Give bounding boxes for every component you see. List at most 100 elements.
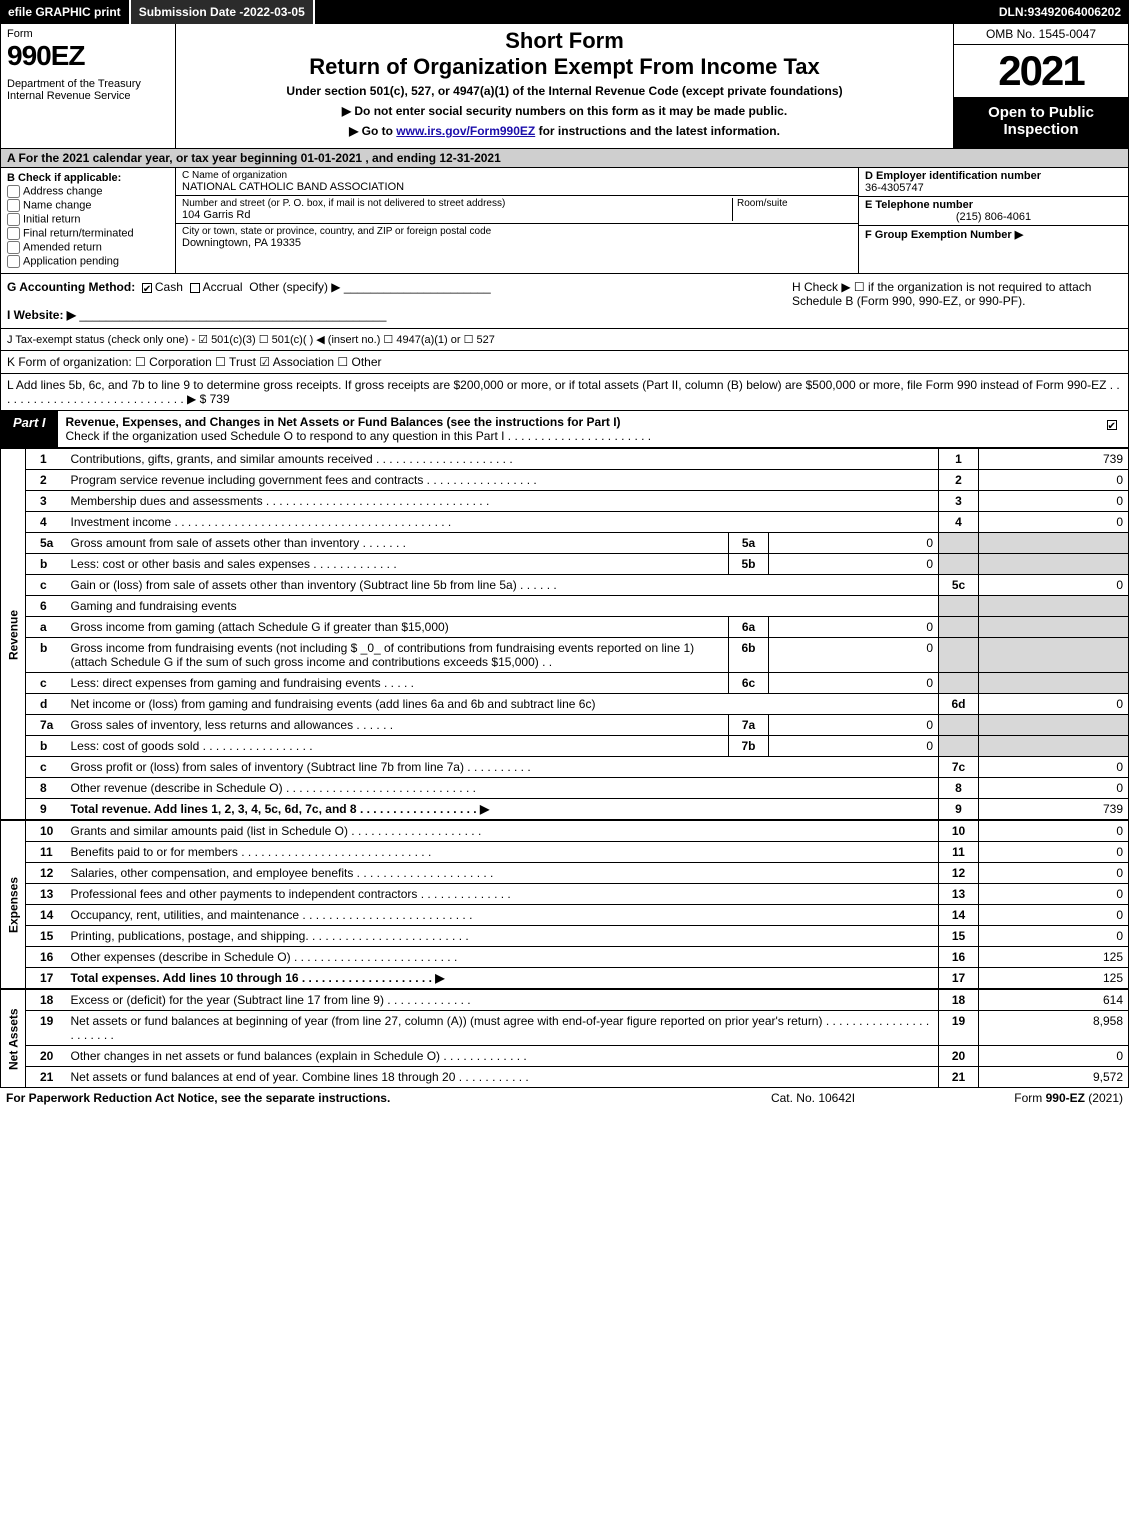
chk-cash[interactable]	[142, 283, 152, 293]
result-number: 20	[939, 1046, 979, 1067]
result-val-shade	[979, 617, 1129, 638]
line-row: 19Net assets or fund balances at beginni…	[1, 1011, 1129, 1046]
line-number: b	[26, 638, 66, 673]
result-num-shade	[939, 617, 979, 638]
ein-value: 36-4305747	[865, 182, 1122, 194]
h-schedule-b: H Check ▶ ☐ if the organization is not r…	[792, 280, 1122, 322]
dln-label: DLN:	[999, 5, 1028, 19]
line-desc: Gross income from gaming (attach Schedul…	[66, 617, 729, 638]
org-info-block: B Check if applicable: Address change Na…	[0, 168, 1129, 274]
line-desc: Less: cost of goods sold . . . . . . . .…	[66, 736, 729, 757]
line-desc: Less: direct expenses from gaming and fu…	[66, 673, 729, 694]
line-desc: Other expenses (describe in Schedule O) …	[66, 947, 939, 968]
ssn-warning: ▶ Do not enter social security numbers o…	[182, 104, 947, 118]
line-desc: Program service revenue including govern…	[66, 470, 939, 491]
result-value: 0	[979, 1046, 1129, 1067]
result-num-shade	[939, 554, 979, 575]
goto-link[interactable]: www.irs.gov/Form990EZ	[396, 124, 535, 138]
result-number: 21	[939, 1067, 979, 1088]
result-number: 14	[939, 905, 979, 926]
chk-initial-return[interactable]: Initial return	[7, 213, 169, 226]
line-number: 11	[26, 842, 66, 863]
line-desc: Contributions, gifts, grants, and simila…	[66, 449, 939, 470]
short-form-title: Short Form	[182, 28, 947, 54]
result-val-shade	[979, 596, 1129, 617]
result-value: 0	[979, 575, 1129, 596]
line-number: 20	[26, 1046, 66, 1067]
submission-date: Submission Date - 2022-03-05	[131, 0, 315, 24]
result-value: 0	[979, 778, 1129, 799]
result-number: 9	[939, 799, 979, 820]
chk-application-pending[interactable]: Application pending	[7, 255, 169, 268]
chk-address-change[interactable]: Address change	[7, 185, 169, 198]
b-header: B Check if applicable:	[7, 172, 169, 184]
line-number: c	[26, 575, 66, 596]
line-number: a	[26, 617, 66, 638]
line-number: 2	[26, 470, 66, 491]
j-tax-exempt: J Tax-exempt status (check only one) - ☑…	[0, 329, 1129, 351]
result-number: 18	[939, 990, 979, 1011]
line-number: 18	[26, 990, 66, 1011]
efile-print[interactable]: efile GRAPHIC print	[0, 0, 131, 24]
line-desc: Gaming and fundraising events	[66, 596, 939, 617]
netassets-table: Net Assets18Excess or (deficit) for the …	[0, 989, 1129, 1088]
chk-name-change[interactable]: Name change	[7, 199, 169, 212]
street-label: Number and street (or P. O. box, if mail…	[182, 198, 732, 209]
result-number: 16	[939, 947, 979, 968]
col-b-checkboxes: B Check if applicable: Address change Na…	[1, 168, 176, 273]
result-value: 125	[979, 947, 1129, 968]
result-num-shade	[939, 715, 979, 736]
i-website-label: I Website: ▶	[7, 308, 76, 322]
line-desc: Other revenue (describe in Schedule O) .…	[66, 778, 939, 799]
accrual-label: Accrual	[203, 280, 243, 294]
sub-line-number: 5a	[729, 533, 769, 554]
part1-checkbox[interactable]	[1098, 411, 1128, 447]
line-number: 5a	[26, 533, 66, 554]
cash-label: Cash	[155, 280, 183, 294]
ein-cell: D Employer identification number 36-4305…	[859, 168, 1128, 197]
under-section: Under section 501(c), 527, or 4947(a)(1)…	[182, 84, 947, 98]
line-number: c	[26, 673, 66, 694]
sub-line-value: 0	[769, 638, 939, 673]
form-header: Form 990EZ Department of the Treasury In…	[0, 24, 1129, 149]
line-desc: Gross income from fundraising events (no…	[66, 638, 729, 673]
result-number: 10	[939, 821, 979, 842]
result-val-shade	[979, 715, 1129, 736]
line-number: b	[26, 554, 66, 575]
result-value: 0	[979, 863, 1129, 884]
chk-amended-return[interactable]: Amended return	[7, 241, 169, 254]
org-name-label: C Name of organization	[182, 170, 852, 181]
line-row: 20Other changes in net assets or fund ba…	[1, 1046, 1129, 1067]
line-desc: Benefits paid to or for members . . . . …	[66, 842, 939, 863]
line-row: 11Benefits paid to or for members . . . …	[1, 842, 1129, 863]
result-number: 12	[939, 863, 979, 884]
line-desc: Total revenue. Add lines 1, 2, 3, 4, 5c,…	[66, 799, 939, 820]
ein-label: D Employer identification number	[865, 170, 1122, 182]
result-num-shade	[939, 673, 979, 694]
sub-line-value: 0	[769, 617, 939, 638]
dln-value: 93492064006202	[1028, 5, 1121, 19]
line-row: Revenue1Contributions, gifts, grants, an…	[1, 449, 1129, 470]
line-desc: Less: cost or other basis and sales expe…	[66, 554, 729, 575]
line-row: 14Occupancy, rent, utilities, and mainte…	[1, 905, 1129, 926]
result-value: 0	[979, 491, 1129, 512]
line-row: 2Program service revenue including gover…	[1, 470, 1129, 491]
result-value: 0	[979, 821, 1129, 842]
city-label: City or town, state or province, country…	[182, 226, 852, 237]
line-desc: Occupancy, rent, utilities, and maintena…	[66, 905, 939, 926]
expenses-table: Expenses10Grants and similar amounts pai…	[0, 820, 1129, 989]
chk-accrual[interactable]	[190, 283, 200, 293]
sub-line-number: 6b	[729, 638, 769, 673]
result-number: 6d	[939, 694, 979, 715]
chk-final-return[interactable]: Final return/terminated	[7, 227, 169, 240]
group-exemption-label: F Group Exemption Number ▶	[865, 229, 1023, 241]
gh-row: G Accounting Method: Cash Accrual Other …	[0, 274, 1129, 329]
line-row: bLess: cost or other basis and sales exp…	[1, 554, 1129, 575]
result-value: 0	[979, 884, 1129, 905]
side-label: Net Assets	[1, 990, 26, 1088]
col-de: D Employer identification number 36-4305…	[858, 168, 1128, 273]
org-name-cell: C Name of organization NATIONAL CATHOLIC…	[176, 168, 858, 196]
line-number: 9	[26, 799, 66, 820]
sub-line-value: 0	[769, 715, 939, 736]
line-number: 13	[26, 884, 66, 905]
